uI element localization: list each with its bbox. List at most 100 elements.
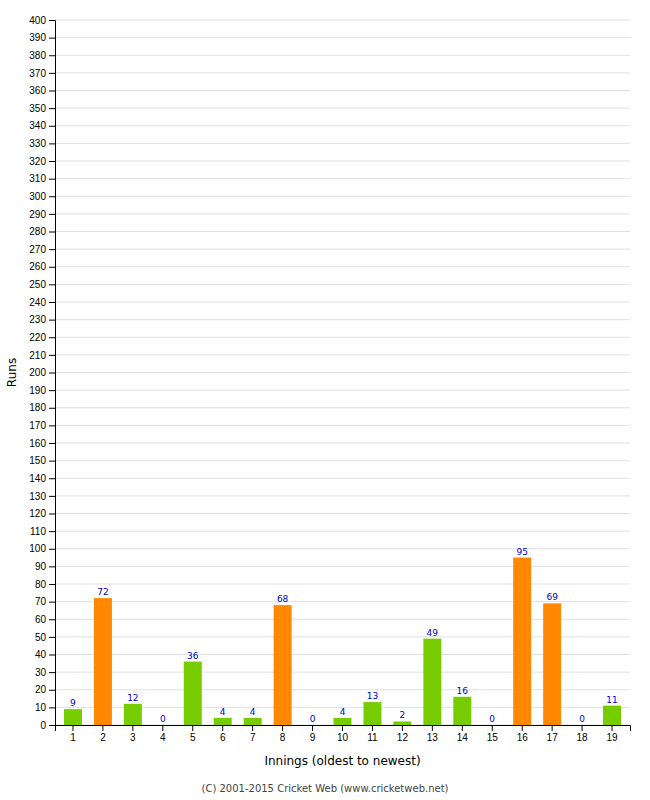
bar xyxy=(483,725,501,726)
grid xyxy=(55,20,630,725)
y-tick-label: 40 xyxy=(35,649,47,660)
y-tick: 140 xyxy=(29,473,55,484)
y-tick-mark xyxy=(49,373,55,374)
y-tick: 360 xyxy=(29,85,55,96)
plot: 9721203644680413249160956901112345678910… xyxy=(29,15,630,743)
grid-line xyxy=(55,425,630,426)
y-tick-label: 110 xyxy=(30,526,46,537)
y-tick-mark xyxy=(49,390,55,391)
y-tick-label: 90 xyxy=(35,561,47,572)
y-tick-mark xyxy=(49,690,55,691)
grid-line xyxy=(55,196,630,197)
grid-line xyxy=(55,390,630,391)
y-tick: 270 xyxy=(29,244,55,255)
y-tick: 350 xyxy=(29,103,55,114)
grid-line xyxy=(55,319,630,320)
x-tick-label: 11 xyxy=(367,732,378,743)
y-tick: 120 xyxy=(29,508,55,519)
bar xyxy=(244,718,262,725)
y-tick: 0 xyxy=(40,720,55,731)
y-tick: 150 xyxy=(29,455,55,466)
y-tick-mark xyxy=(49,108,55,109)
y-tick: 50 xyxy=(35,632,55,643)
y-tick-label: 180 xyxy=(29,402,46,413)
data-label: 4 xyxy=(220,707,226,717)
y-tick-label: 380 xyxy=(29,50,46,61)
y-tick-mark xyxy=(49,637,55,638)
y-axis: 0102030405060708090100110120130140150160… xyxy=(29,15,55,731)
grid-line xyxy=(55,566,630,567)
y-tick-label: 150 xyxy=(29,455,46,466)
x-tick-mark xyxy=(372,725,373,731)
y-tick: 210 xyxy=(29,350,55,361)
x-tick-mark xyxy=(252,725,253,731)
y-tick-mark xyxy=(49,55,55,56)
data-label: 11 xyxy=(606,695,617,705)
grid-line xyxy=(55,354,630,355)
y-tick-mark xyxy=(49,214,55,215)
bar xyxy=(453,697,471,725)
y-tick-label: 320 xyxy=(29,156,46,167)
x-tick-mark xyxy=(402,725,403,731)
chart: 9721203644680413249160956901112345678910… xyxy=(0,0,650,800)
y-tick: 240 xyxy=(29,297,55,308)
y-tick: 60 xyxy=(35,614,55,625)
y-tick-label: 140 xyxy=(29,473,46,484)
grid-line xyxy=(55,108,630,109)
x-tick: 19 xyxy=(606,725,618,743)
x-tick-mark xyxy=(222,725,223,731)
grid-line xyxy=(55,513,630,514)
y-tick-label: 270 xyxy=(29,244,46,255)
x-tick-label: 4 xyxy=(160,732,166,743)
x-tick: 5 xyxy=(190,725,196,743)
grid-line xyxy=(55,20,630,21)
y-tick-label: 60 xyxy=(35,614,47,625)
data-label: 2 xyxy=(400,710,406,720)
grid-line xyxy=(55,37,630,38)
y-tick: 250 xyxy=(29,279,55,290)
bar xyxy=(124,704,142,725)
grid-line xyxy=(55,478,630,479)
x-tick-label: 13 xyxy=(427,732,439,743)
bar xyxy=(393,721,411,725)
y-tick-label: 70 xyxy=(35,596,47,607)
y-tick-mark xyxy=(49,320,55,321)
y-tick-mark xyxy=(49,249,55,250)
grid-line xyxy=(55,584,630,585)
x-tick-mark xyxy=(342,725,343,731)
grid-line xyxy=(55,302,630,303)
x-tick-label: 17 xyxy=(547,732,559,743)
grid-line xyxy=(55,143,630,144)
y-tick-mark xyxy=(49,232,55,233)
y-tick: 370 xyxy=(29,68,55,79)
x-tick-mark xyxy=(612,725,613,731)
grid-line xyxy=(55,161,630,162)
y-tick: 40 xyxy=(35,649,55,660)
y-tick-mark xyxy=(49,126,55,127)
y-tick-label: 290 xyxy=(29,209,46,220)
y-tick-label: 390 xyxy=(29,32,46,43)
bar xyxy=(64,709,82,725)
y-tick-mark xyxy=(49,707,55,708)
y-tick-mark xyxy=(49,20,55,21)
x-tick: 7 xyxy=(250,725,256,743)
y-tick-mark xyxy=(49,619,55,620)
data-label: 49 xyxy=(427,628,439,638)
x-tick-label: 6 xyxy=(220,732,226,743)
x-tick: 10 xyxy=(337,725,349,743)
bar xyxy=(184,662,202,725)
y-tick-label: 310 xyxy=(29,173,46,184)
data-label: 9 xyxy=(70,698,76,708)
bar xyxy=(513,558,531,725)
data-label: 4 xyxy=(250,707,256,717)
y-tick-label: 0 xyxy=(40,720,46,731)
bar xyxy=(363,702,381,725)
y-tick-label: 130 xyxy=(29,491,46,502)
y-tick-label: 100 xyxy=(29,543,46,554)
x-tick: 13 xyxy=(427,725,439,743)
data-label: 0 xyxy=(489,714,495,724)
y-tick-mark xyxy=(49,38,55,39)
data-label: 69 xyxy=(546,592,558,602)
x-tick: 6 xyxy=(220,725,226,743)
y-tick-label: 240 xyxy=(29,297,46,308)
